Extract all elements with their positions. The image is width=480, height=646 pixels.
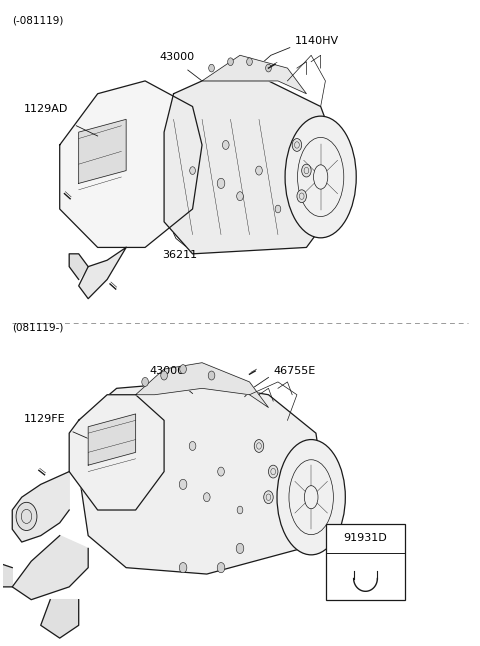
Circle shape	[209, 64, 215, 72]
Polygon shape	[79, 247, 126, 298]
Circle shape	[190, 167, 195, 174]
Polygon shape	[12, 536, 88, 599]
Circle shape	[237, 506, 243, 514]
Polygon shape	[69, 395, 164, 510]
Polygon shape	[88, 414, 136, 465]
Text: (081119-): (081119-)	[12, 323, 64, 333]
Polygon shape	[164, 81, 335, 254]
Ellipse shape	[285, 116, 356, 238]
Polygon shape	[0, 561, 12, 587]
Circle shape	[275, 205, 281, 213]
Circle shape	[204, 493, 210, 502]
Text: (-081119): (-081119)	[12, 16, 64, 26]
Polygon shape	[69, 254, 88, 280]
Circle shape	[236, 543, 244, 554]
Text: 43000: 43000	[150, 366, 185, 375]
Circle shape	[301, 164, 311, 177]
Circle shape	[16, 503, 37, 530]
Ellipse shape	[277, 439, 345, 555]
Text: 1129FE: 1129FE	[24, 413, 66, 424]
Circle shape	[217, 178, 225, 189]
Circle shape	[256, 166, 262, 175]
Circle shape	[254, 439, 264, 452]
Text: 36211: 36211	[162, 250, 197, 260]
Polygon shape	[41, 599, 79, 638]
Circle shape	[237, 192, 243, 201]
Text: 1140HV: 1140HV	[295, 36, 339, 46]
Text: 46755E: 46755E	[273, 366, 315, 375]
Polygon shape	[136, 362, 268, 408]
Circle shape	[218, 467, 224, 476]
Circle shape	[228, 58, 233, 65]
Circle shape	[179, 563, 187, 573]
Polygon shape	[79, 382, 325, 574]
Circle shape	[268, 465, 278, 478]
Circle shape	[217, 563, 225, 573]
Polygon shape	[12, 472, 69, 542]
Circle shape	[180, 364, 186, 373]
Circle shape	[208, 371, 215, 380]
Text: 43000: 43000	[159, 52, 194, 62]
Text: 91931D: 91931D	[344, 533, 387, 543]
Circle shape	[189, 441, 196, 450]
Circle shape	[161, 371, 168, 380]
Text: 1129AD: 1129AD	[24, 103, 69, 114]
Polygon shape	[79, 120, 126, 183]
Circle shape	[179, 479, 187, 490]
Circle shape	[222, 140, 229, 149]
Circle shape	[247, 58, 252, 65]
Bar	[326, 524, 405, 599]
Polygon shape	[60, 81, 202, 247]
Circle shape	[142, 377, 148, 386]
Circle shape	[265, 64, 271, 72]
Circle shape	[264, 491, 273, 504]
Circle shape	[292, 138, 301, 151]
Circle shape	[297, 190, 306, 203]
Polygon shape	[202, 56, 306, 94]
